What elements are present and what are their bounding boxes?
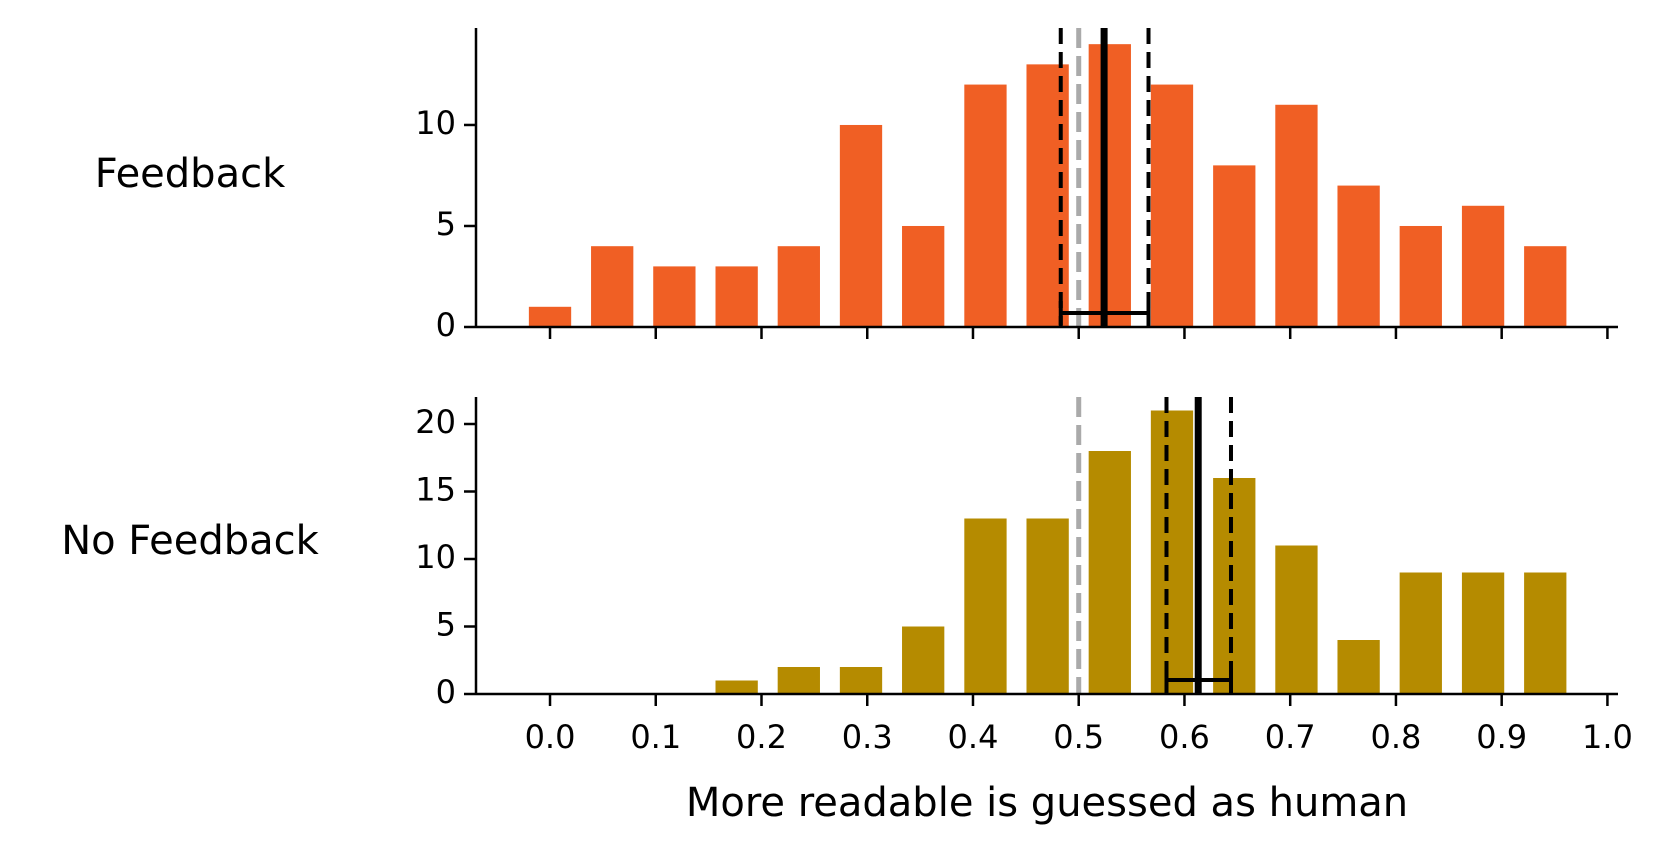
histogram-bar <box>1524 246 1567 327</box>
x-tick-label: 0.5 <box>1053 718 1104 756</box>
histogram-bar <box>902 225 945 327</box>
x-axis-title: More readable is guessed as human <box>686 780 1408 826</box>
histogram-bar <box>1275 104 1318 328</box>
row-label: No Feedback <box>61 518 319 564</box>
y-tick-label: 5 <box>436 606 456 644</box>
x-tick-label: 0.9 <box>1476 718 1527 756</box>
x-tick-label: 0.0 <box>525 718 576 756</box>
histogram-bar <box>1150 410 1194 694</box>
histogram-bar <box>839 124 883 327</box>
histogram-bar <box>1150 84 1194 327</box>
histogram-bar <box>777 246 820 327</box>
histogram-bar <box>715 680 758 694</box>
y-tick-label: 15 <box>415 471 456 509</box>
histogram-bar <box>777 667 820 694</box>
panel-1: Feedback 0 5 10 <box>95 28 1618 344</box>
x-tick-label: 0.2 <box>736 718 787 756</box>
row-label: Feedback <box>95 151 286 197</box>
y-tick-label: 20 <box>415 403 456 441</box>
x-tick-label: 0.8 <box>1370 718 1421 756</box>
histogram-bar <box>1213 478 1256 694</box>
x-tick-label: 0.1 <box>630 718 681 756</box>
histogram-bar <box>591 246 634 327</box>
histogram-bar <box>653 266 696 327</box>
histogram-bar <box>1275 545 1318 694</box>
histogram-bar <box>715 266 758 327</box>
histogram-bar <box>1337 640 1380 694</box>
y-tick-label: 10 <box>415 104 456 142</box>
x-tick-label: 0.7 <box>1265 718 1316 756</box>
histogram-bar <box>528 306 572 327</box>
histogram-bar <box>839 667 883 694</box>
histogram-bar <box>964 84 1007 327</box>
histogram-bar <box>1461 205 1505 327</box>
histogram-bar <box>1461 572 1505 694</box>
panel-2: No Feedback 0 5 10 15 20 0.0 0.1 0.2 0.3 0.4 0.5 0.6… <box>61 397 1633 756</box>
histogram-bar <box>1026 518 1069 694</box>
y-tick-label: 0 <box>436 306 456 344</box>
y-tick-label: 0 <box>436 673 456 711</box>
x-tick-label: 0.4 <box>948 718 999 756</box>
x-tick-label: 0.3 <box>842 718 893 756</box>
histogram-bar <box>1524 572 1567 694</box>
histogram-bar <box>1337 185 1380 327</box>
x-tick-label: 0.6 <box>1159 718 1210 756</box>
histogram-bar <box>902 626 945 694</box>
histogram-bar <box>1399 225 1442 327</box>
histogram-bar <box>1399 572 1442 694</box>
histogram-bar <box>964 518 1007 694</box>
y-tick-label: 5 <box>436 205 456 243</box>
histogram-bar <box>1088 44 1131 327</box>
histogram-bar <box>1213 165 1256 327</box>
histogram-bar <box>1088 451 1131 694</box>
x-tick-label: 1.0 <box>1582 718 1633 756</box>
y-tick-label: 10 <box>415 538 456 576</box>
